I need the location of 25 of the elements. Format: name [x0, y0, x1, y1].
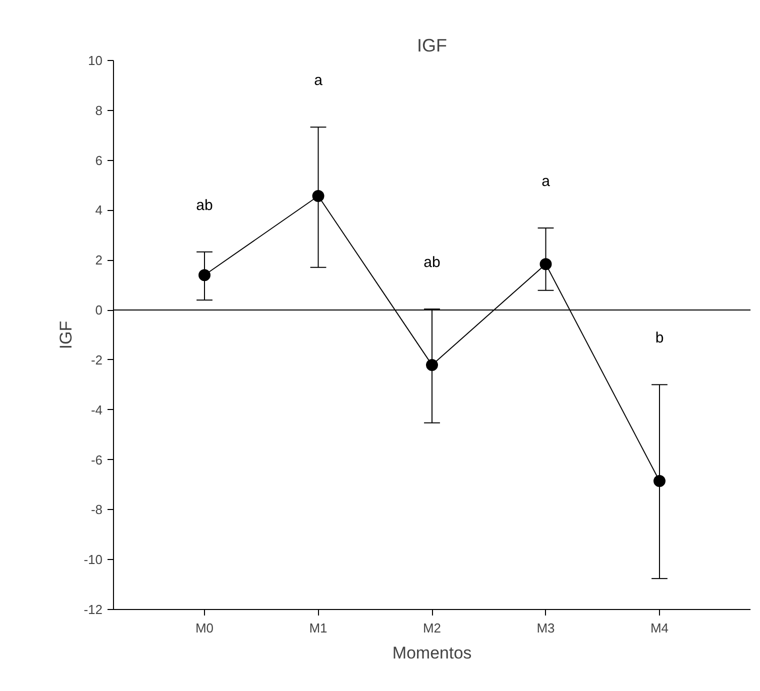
y-tick-label: -12	[84, 602, 103, 617]
annotation: b	[655, 330, 664, 347]
x-tick-label: M2	[422, 620, 442, 636]
y-axis-title: IGF	[56, 320, 76, 350]
y-tick-label: 8	[95, 102, 103, 118]
annotation: a	[542, 172, 551, 190]
y-tick-label: 2	[95, 252, 103, 268]
annotation: ab	[424, 254, 440, 272]
annotation: a	[314, 72, 324, 90]
y-tick-label: -6	[90, 452, 103, 468]
y-tick-label: -10	[84, 552, 103, 568]
x-tick-label: M4	[650, 620, 669, 636]
y-tick-label: 4	[95, 202, 103, 218]
y-tick-label: 0	[95, 302, 103, 318]
y-tick-label: -8	[90, 502, 103, 518]
x-axis-title: Momentos	[392, 644, 472, 662]
annotation: ab	[196, 196, 213, 214]
y-tick-label: -2	[90, 352, 103, 368]
y-tick-label: 10	[88, 53, 103, 68]
x-tick-label: M1	[309, 620, 328, 636]
y-tick-label: -4	[90, 402, 103, 418]
chart-title: IGF	[417, 36, 448, 56]
x-tick-label: M3	[536, 620, 555, 636]
x-tick-label: M0	[195, 620, 214, 636]
y-tick-label: 6	[95, 152, 103, 168]
